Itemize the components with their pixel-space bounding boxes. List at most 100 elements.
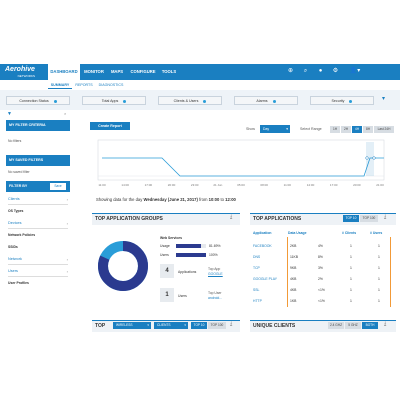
col-clients[interactable]: # Clients — [342, 231, 357, 235]
status-tile-security[interactable]: Security — [310, 96, 374, 105]
applications-label: Applications — [178, 270, 197, 274]
create-report-button[interactable]: Create Report — [90, 122, 130, 130]
app-name-link[interactable]: HTTP — [253, 299, 262, 303]
top-user-link[interactable]: android... — [208, 296, 223, 300]
usage-bar-fill — [176, 244, 201, 248]
wireless-dropdown[interactable]: WIRELESS ▾ — [113, 322, 151, 329]
nav-maps[interactable]: MAPS — [110, 69, 124, 74]
top-app-link[interactable]: GOOGLE — [208, 272, 223, 276]
app-clients-count: 1 — [350, 277, 352, 281]
app-usage-percent: 2% — [318, 277, 323, 281]
filter-ssids[interactable]: SSIDs — [8, 245, 18, 249]
top-applications-header: TOP APPLICATIONS — [250, 213, 396, 225]
status-tile-connection[interactable]: Connection Status — [6, 96, 70, 105]
settings-icon[interactable]: ⚙ — [332, 68, 339, 74]
app-name-link[interactable]: SSL — [253, 288, 260, 292]
range-8h[interactable]: 8H — [363, 126, 373, 133]
app-usage-percent: <1% — [318, 299, 325, 303]
collapse-chevron-icon[interactable]: ▾ — [382, 96, 386, 102]
nav-dashboard[interactable]: DASHBOARD — [48, 64, 80, 80]
app-users-count: 1 — [378, 288, 380, 292]
tab-summary[interactable]: SUMMARY — [48, 81, 72, 89]
tab-reports[interactable]: REPORTS — [75, 83, 93, 87]
download-icon[interactable]: ⤓ — [230, 214, 233, 220]
timeline-selection-window[interactable] — [366, 142, 374, 176]
tab-diagnostics[interactable]: DIAGNOSTICS — [98, 83, 124, 87]
band-5ghz-toggle[interactable]: 5 GHZ — [345, 322, 361, 329]
range-2h[interactable]: 2H — [341, 126, 351, 133]
app-clients-count: 1 — [350, 244, 352, 248]
download-icon[interactable]: ⤓ — [384, 321, 387, 327]
top-apps-top10-toggle[interactable]: TOP 10 — [343, 215, 359, 222]
no-saved-filter-text: No saved filter — [8, 170, 30, 174]
status-tile-alarms[interactable]: Alarms — [234, 96, 298, 105]
filter-group-network[interactable]: Network › — [8, 254, 68, 265]
range-4h[interactable]: 4H — [352, 126, 362, 133]
timeline-x-tick-label: 11:00 — [284, 183, 292, 187]
col-application[interactable]: Application — [253, 231, 272, 235]
range-1h[interactable]: 1H — [330, 126, 340, 133]
download-icon[interactable]: ⤓ — [230, 321, 233, 327]
clients-dropdown[interactable]: CLIENTS ▾ — [154, 322, 188, 329]
app-usage-percent: 4% — [318, 244, 323, 248]
status-tile-apps[interactable]: Total Apps — [82, 96, 146, 105]
save-filter-button[interactable]: Save — [50, 183, 66, 190]
app-data-usage: 9KB — [290, 266, 297, 270]
search-icon[interactable]: ⌕ — [303, 68, 308, 74]
notification-icon[interactable]: ● — [318, 68, 323, 74]
download-icon[interactable]: ⤓ — [384, 214, 387, 220]
app-name-link[interactable]: GOOGLE PLAY — [253, 277, 278, 281]
timeline-x-tick-label: 21 Jun — [213, 183, 222, 187]
show-select[interactable]: Day ▾ — [260, 125, 290, 133]
col-users[interactable]: # Users — [370, 231, 383, 235]
filter-network-policies[interactable]: Network Policies — [8, 233, 36, 237]
top-apps-top100-toggle[interactable]: TOP 100 — [360, 215, 378, 222]
bottom-top100-toggle[interactable]: TOP 100 — [208, 322, 226, 329]
nav-monitor[interactable]: MONITOR — [84, 69, 104, 74]
app-clients-count: 1 — [350, 255, 352, 259]
filter-group-devices[interactable]: Devices › — [8, 218, 68, 229]
filter-group-users[interactable]: Users › — [8, 266, 68, 277]
top-app-groups-header: TOP APPLICATION GROUPS — [92, 213, 240, 225]
top-user-label: Top User — [208, 291, 222, 295]
users-count: 1 — [160, 288, 174, 302]
app-clients-count: 1 — [350, 266, 352, 270]
timeline-x-tick-label: 23:00 — [191, 183, 199, 187]
range-last-24h[interactable]: Last 24H — [374, 126, 394, 133]
filter-os-types[interactable]: OS Types — [8, 209, 24, 213]
aerohive-logo[interactable]: Aerohive NETWORKS — [5, 66, 35, 78]
no-filters-text: No filters — [8, 139, 22, 143]
filter-criteria-header: MY FILTER CRITERIA — [6, 120, 70, 131]
nav-configure[interactable]: CONFIGURE — [130, 69, 156, 74]
col-data-usage[interactable]: Data Usage — [288, 231, 307, 235]
app-name-link[interactable]: TCP — [253, 266, 260, 270]
user-menu-icon[interactable]: 👤▾ — [349, 68, 361, 74]
close-filter-icon[interactable]: × — [64, 111, 67, 116]
users-word: Users — [178, 294, 187, 298]
users-bar-fill — [176, 253, 206, 257]
data-usage-column-marker — [287, 237, 288, 307]
filter-user-profiles[interactable]: User Profiles — [8, 281, 29, 285]
filter-group-clients[interactable]: Clients › — [8, 194, 68, 205]
timeline-x-tick-label: 05:00 — [237, 183, 245, 187]
filter-by-header: FILTER BY — [6, 181, 70, 192]
app-usage-percent: <1% — [318, 288, 325, 292]
bottom-top10-toggle[interactable]: TOP 10 — [191, 322, 207, 329]
usage-label: Usage — [160, 244, 170, 248]
selection-handle-left[interactable] — [365, 156, 369, 160]
band-24ghz-toggle[interactable]: 2.4 GHZ — [328, 322, 344, 329]
activity-timeline-chart[interactable]: 11:00 14:00 17:00 20:00 23:00 21 Jun 05:00 08:0… — [90, 138, 388, 192]
app-data-usage: 4KB — [290, 277, 297, 281]
filter-icon: ▼ — [7, 111, 12, 117]
status-tile-clients[interactable]: Clients & Users — [158, 96, 222, 105]
timeline-x-tick-label: 14:00 — [121, 183, 129, 187]
add-icon[interactable]: ⊕ — [287, 68, 294, 74]
app-users-count: 1 — [378, 299, 380, 303]
app-name-link[interactable]: FACEBOOK — [253, 244, 272, 248]
selection-handle-right[interactable] — [372, 156, 376, 160]
timeline-x-tick-label: 20:00 — [168, 183, 176, 187]
band-both-toggle[interactable]: BOTH — [362, 322, 378, 329]
app-groups-donut[interactable] — [95, 238, 151, 294]
nav-tools[interactable]: TOOLS — [161, 69, 177, 74]
app-name-link[interactable]: DNS — [253, 255, 261, 259]
